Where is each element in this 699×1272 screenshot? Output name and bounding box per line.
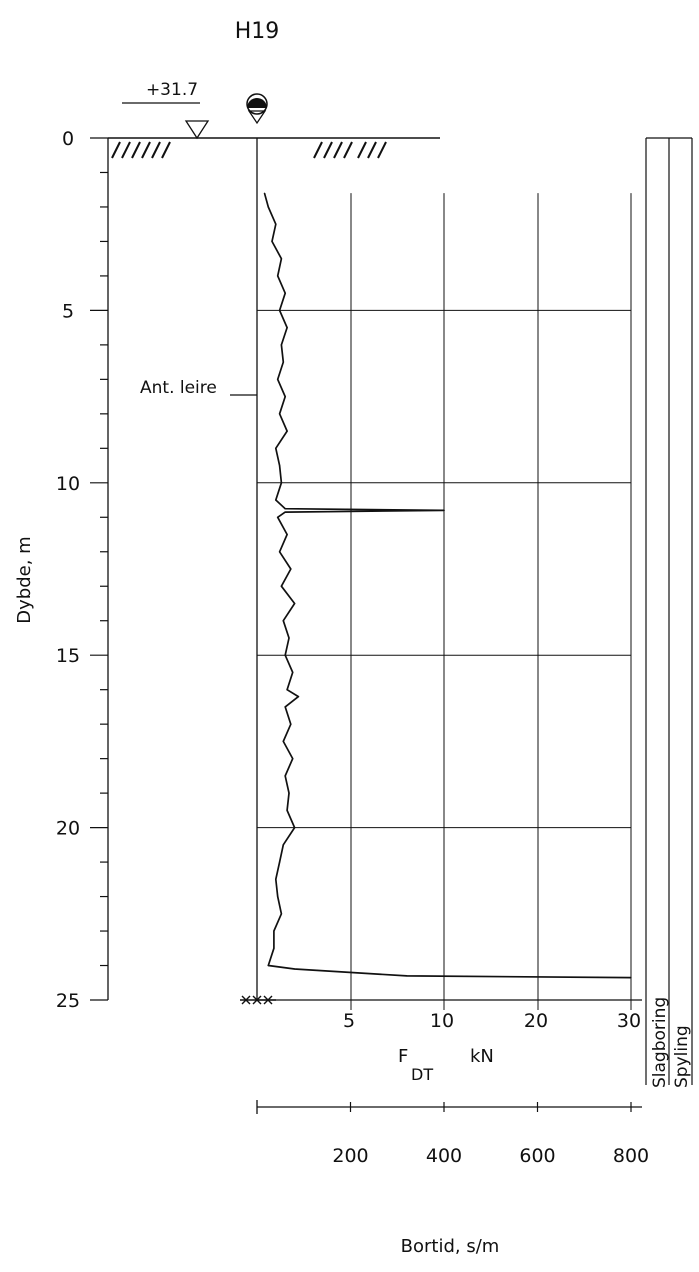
- data-point: [282, 740, 284, 743]
- depth-axis: 0 5 10 15 20 25 Dybde, m: [14, 128, 109, 1012]
- data-point: [286, 533, 288, 536]
- data-point: [277, 896, 279, 898]
- data-point: [279, 413, 281, 415]
- data-point: [282, 361, 284, 363]
- elevation-label: +31.7: [146, 80, 198, 100]
- data-point: [280, 913, 282, 915]
- data-point: [284, 706, 286, 708]
- depth-tick-label: 20: [56, 818, 80, 840]
- data-point: [286, 327, 288, 329]
- column-label-spyling: Spyling: [672, 1025, 692, 1088]
- data-point: [288, 792, 290, 794]
- data-point: [284, 508, 286, 510]
- data-point: [284, 292, 286, 294]
- data-point: [275, 447, 277, 449]
- annotation-label: Ant. leire: [140, 378, 217, 398]
- data-point: [280, 585, 282, 587]
- data-point: [277, 378, 279, 380]
- data-point: [284, 511, 286, 513]
- data-point: [282, 620, 284, 622]
- data-point: [280, 258, 282, 260]
- data-point: [286, 689, 288, 691]
- force-axis: 5 10 20 30 F DT kN: [343, 1000, 641, 1084]
- data-point: [443, 509, 445, 511]
- force-tick-label: 10: [430, 1010, 454, 1032]
- depth-tick-label: 25: [56, 990, 80, 1012]
- force-tick-label: 20: [524, 1010, 548, 1032]
- sounding-symbol-icon: [246, 93, 268, 125]
- time-axis-label: Bortid, s/m: [401, 1236, 500, 1257]
- time-tick-label: 600: [519, 1145, 555, 1167]
- data-point: [297, 696, 299, 698]
- data-point: [406, 975, 408, 977]
- soil-annotation: Ant. leire: [140, 378, 257, 398]
- depth-tick-label: 15: [56, 645, 80, 667]
- data-point: [280, 482, 282, 484]
- data-point: [277, 275, 279, 277]
- depth-axis-label: Dybde, m: [14, 536, 35, 623]
- data-point: [286, 430, 288, 432]
- data-point: [273, 947, 275, 949]
- data-point: [284, 396, 286, 398]
- data-point: [294, 827, 296, 829]
- data-point: [267, 206, 269, 208]
- data-point: [284, 654, 286, 656]
- method-columns: Slagboring Spyling: [645, 137, 693, 1088]
- series-group: [263, 192, 632, 979]
- column-label-slagboring: Slagboring: [650, 997, 670, 1088]
- ground-surface: [108, 137, 440, 159]
- data-point: [271, 240, 273, 242]
- data-point: [294, 602, 296, 605]
- force-axis-sub: DT: [411, 1065, 433, 1084]
- time-tick-label: 800: [613, 1145, 649, 1167]
- time-tick-label: 400: [426, 1145, 462, 1167]
- chart-title: H19: [235, 19, 280, 44]
- data-point: [282, 844, 284, 846]
- depth-tick-label: 5: [62, 300, 74, 322]
- data-point: [279, 465, 281, 467]
- data-point: [273, 930, 275, 932]
- data-point: [279, 309, 281, 311]
- data-point: [267, 964, 269, 967]
- data-point: [279, 551, 281, 553]
- stop-symbol-icon: [240, 995, 276, 1005]
- data-point: [292, 758, 294, 760]
- data-point: [263, 192, 266, 194]
- depth-tick-label: 10: [56, 473, 80, 495]
- data-point: [280, 344, 282, 346]
- time-axis: 200 400 600 800 Bortid, s/m: [256, 1100, 649, 1257]
- data-point: [290, 568, 292, 570]
- data-point: [275, 499, 277, 501]
- time-tick-label: 200: [332, 1145, 368, 1167]
- data-point: [284, 775, 286, 777]
- data-point: [630, 977, 632, 979]
- force-axis-unit: kN: [470, 1046, 494, 1067]
- data-point: [275, 223, 277, 225]
- data-point: [277, 516, 279, 518]
- force-tick-label: 5: [343, 1010, 355, 1032]
- depth-tick-label: 0: [62, 128, 74, 150]
- data-point: [275, 878, 277, 880]
- data-point: [288, 637, 290, 639]
- data-point: [279, 861, 281, 863]
- data-point: [292, 671, 294, 674]
- force-tick-label: 30: [617, 1010, 641, 1032]
- force-axis-label: F: [398, 1046, 408, 1067]
- data-point: [286, 809, 288, 812]
- elevation-marker: +31.7: [122, 80, 210, 140]
- data-point: [290, 723, 292, 725]
- data-point: [294, 968, 296, 970]
- plot-grid: [257, 193, 642, 1001]
